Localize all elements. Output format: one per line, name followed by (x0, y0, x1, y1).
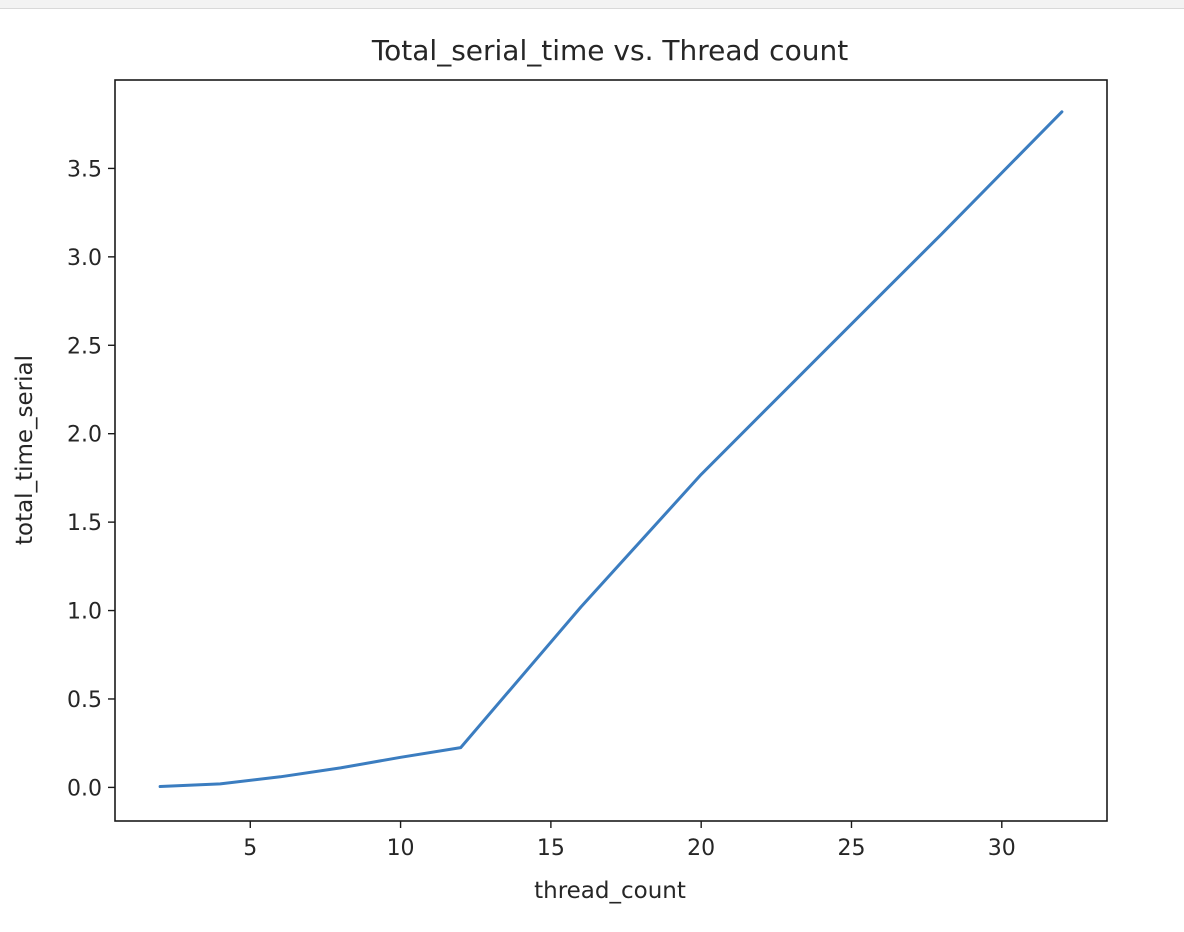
y-tick-label: 1.5 (67, 511, 102, 536)
x-tick-label: 30 (988, 836, 1016, 861)
series-line (158, 110, 1064, 788)
series-layer (158, 110, 1064, 788)
x-tick-label: 20 (687, 836, 715, 861)
chart-title: Total_serial_time vs. Thread count (371, 34, 848, 67)
x-tick-label: 10 (387, 836, 415, 861)
x-tick-label: 25 (837, 836, 865, 861)
y-tick-label: 0.5 (67, 688, 102, 713)
y-tick-label: 2.0 (67, 423, 102, 448)
x-tick-label: 15 (537, 836, 565, 861)
x-axis-label: thread_count (534, 878, 686, 904)
y-tick-label: 1.0 (67, 600, 102, 625)
y-axis-label: total_time_serial (12, 355, 38, 545)
y-tick-label: 3.5 (67, 157, 102, 182)
plot-frame (114, 79, 1108, 822)
y-tick-label: 2.5 (67, 334, 102, 359)
top-border-strip (0, 0, 1184, 9)
x-axis-ticks: 5 10 15 20 25 30 (243, 821, 1016, 861)
y-axis-ticks: 0.0 0.5 1.0 1.5 2.0 2.5 3.0 3.5 (67, 157, 115, 801)
x-tick-label: 5 (243, 836, 257, 861)
y-tick-label: 0.0 (67, 776, 102, 801)
y-tick-label: 3.0 (67, 246, 102, 271)
